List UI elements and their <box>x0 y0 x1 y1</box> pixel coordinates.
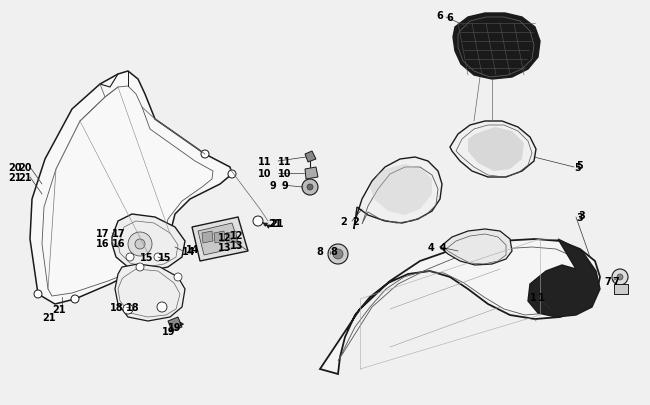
Circle shape <box>126 254 134 261</box>
Text: 4: 4 <box>428 243 435 252</box>
Circle shape <box>302 179 318 196</box>
Polygon shape <box>528 239 600 317</box>
Circle shape <box>71 295 79 303</box>
Text: 9: 9 <box>270 181 277 190</box>
Polygon shape <box>192 217 248 261</box>
Text: 18: 18 <box>126 302 140 312</box>
Circle shape <box>154 254 162 261</box>
Polygon shape <box>112 215 185 271</box>
Text: 21: 21 <box>52 304 66 314</box>
Text: 6: 6 <box>446 13 453 23</box>
Text: 10: 10 <box>258 168 272 179</box>
Text: 16: 16 <box>96 239 109 248</box>
Circle shape <box>201 151 209 159</box>
Text: 12: 12 <box>218 232 231 243</box>
Text: 19: 19 <box>168 322 181 332</box>
Text: 8: 8 <box>316 246 323 256</box>
Polygon shape <box>468 128 524 172</box>
Circle shape <box>617 274 623 280</box>
Text: 2: 2 <box>340 216 346 226</box>
Circle shape <box>123 304 133 314</box>
Circle shape <box>228 171 236 179</box>
Text: 9: 9 <box>282 181 289 190</box>
Polygon shape <box>370 164 432 215</box>
Polygon shape <box>453 14 540 80</box>
Text: 20: 20 <box>8 162 21 173</box>
Polygon shape <box>202 231 213 243</box>
Text: 17: 17 <box>112 228 125 239</box>
Polygon shape <box>198 224 240 256</box>
Text: 17: 17 <box>96 228 109 239</box>
Circle shape <box>328 244 348 264</box>
Polygon shape <box>450 122 536 177</box>
Polygon shape <box>214 231 225 243</box>
Circle shape <box>612 269 628 285</box>
Text: 11: 11 <box>278 157 291 166</box>
Text: 21: 21 <box>8 173 21 183</box>
Text: 3: 3 <box>578 211 585 220</box>
Text: 13: 13 <box>218 243 231 252</box>
Polygon shape <box>305 151 316 162</box>
Text: 18: 18 <box>110 302 124 312</box>
Text: 7: 7 <box>604 276 611 286</box>
Circle shape <box>136 265 144 273</box>
Circle shape <box>253 216 263 226</box>
Polygon shape <box>115 264 185 321</box>
Circle shape <box>174 273 182 281</box>
Text: 15: 15 <box>158 252 172 262</box>
Text: 16: 16 <box>112 239 125 248</box>
Text: 21: 21 <box>42 312 55 322</box>
Circle shape <box>157 302 167 312</box>
Text: 21: 21 <box>18 173 31 183</box>
Text: 10: 10 <box>278 168 291 179</box>
Text: 8: 8 <box>330 246 337 256</box>
Polygon shape <box>320 239 600 374</box>
Text: 5: 5 <box>576 161 583 171</box>
Text: 4: 4 <box>440 243 447 252</box>
Text: 3: 3 <box>576 213 583 222</box>
Circle shape <box>34 290 42 298</box>
Text: 12: 12 <box>230 230 244 241</box>
Text: 1: 1 <box>530 292 537 302</box>
Text: 14: 14 <box>182 246 196 256</box>
Text: 2: 2 <box>352 216 359 226</box>
Text: 19: 19 <box>162 326 176 336</box>
Circle shape <box>136 263 144 271</box>
Polygon shape <box>168 317 182 331</box>
Circle shape <box>128 232 152 256</box>
Text: 21: 21 <box>268 218 281 228</box>
Polygon shape <box>440 230 512 265</box>
Polygon shape <box>614 284 628 294</box>
Circle shape <box>135 239 145 249</box>
Text: 13: 13 <box>230 241 244 250</box>
Text: 20: 20 <box>18 162 31 173</box>
Polygon shape <box>354 158 442 230</box>
Polygon shape <box>305 168 318 179</box>
Text: 7: 7 <box>612 276 619 286</box>
Text: 15: 15 <box>140 252 153 262</box>
Circle shape <box>307 185 313 190</box>
Text: 21: 21 <box>270 218 283 228</box>
Text: 6: 6 <box>436 11 443 21</box>
Circle shape <box>333 249 343 259</box>
Text: 5: 5 <box>574 162 580 173</box>
Text: 14: 14 <box>186 244 200 254</box>
Text: 1: 1 <box>538 292 545 302</box>
Polygon shape <box>30 72 232 304</box>
Polygon shape <box>226 231 237 243</box>
Text: 11: 11 <box>258 157 272 166</box>
